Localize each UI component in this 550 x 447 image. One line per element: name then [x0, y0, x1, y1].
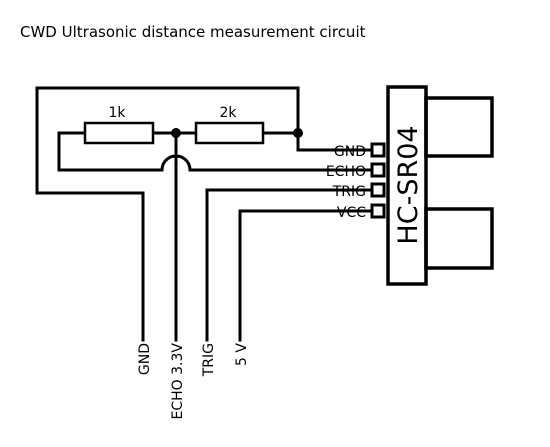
trig-wire	[205, 188, 374, 342]
pin-label-gnd: GND	[334, 144, 366, 160]
output-label-trig: TRIG	[201, 343, 217, 377]
pin-trig-square	[370, 182, 386, 198]
pin-label-echo: ECHO	[326, 164, 366, 180]
output-label-vcc: 5 V	[234, 343, 250, 366]
junction-dot	[293, 128, 303, 138]
gnd-loop-wire	[35, 86, 300, 342]
vcc-wire	[238, 209, 374, 342]
junction-dot	[171, 128, 181, 138]
resistor-1k	[83, 121, 155, 145]
pin-gnd-square	[370, 142, 386, 158]
resistor-2k	[194, 121, 265, 145]
diagram-title: CWD Ultrasonic distance measurement circ…	[20, 23, 366, 41]
pin-echo-square	[370, 162, 386, 178]
sensor-module-body	[386, 85, 428, 286]
resistor-1k-label: 1k	[108, 105, 126, 121]
resistor-2k-label: 2k	[219, 105, 237, 121]
sensor-model-label: HC-SR04	[393, 125, 424, 244]
pin-label-trig: TRIG	[332, 184, 366, 200]
output-label-gnd: GND	[137, 343, 153, 375]
pin-vcc-square	[370, 203, 386, 219]
transducer-top-icon	[424, 96, 494, 158]
divider-left-wire	[57, 131, 87, 170]
transducer-bottom-icon	[424, 207, 494, 270]
pin-label-vcc: VCC	[337, 205, 366, 221]
output-label-echo: ECHO 3.3V	[170, 343, 186, 420]
divider-right-wire	[261, 131, 374, 152]
